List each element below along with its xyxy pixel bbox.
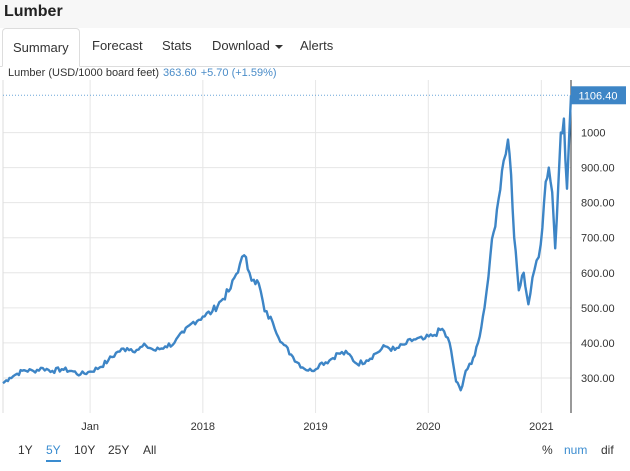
tab-summary[interactable]: Summary xyxy=(2,28,80,67)
x-tick-label: 2018 xyxy=(191,421,215,433)
series-line xyxy=(2,95,573,392)
last-value-label: 1106.40 xyxy=(579,90,618,102)
mode-num-button[interactable]: num xyxy=(564,443,588,457)
tab-download[interactable]: Download xyxy=(212,38,283,53)
quote-price: 363.60 xyxy=(163,67,197,79)
tab-alerts-label: Alerts xyxy=(300,38,334,53)
price-chart: 300.00 400.00 500.00 600.00 700.00 800.00 900.… xyxy=(2,80,626,433)
tab-alerts[interactable]: Alerts xyxy=(300,38,333,53)
tab-bar: Summary Forecast Stats Download Alerts xyxy=(0,28,630,67)
y-tick-label: 500.00 xyxy=(581,303,615,315)
quote-label: Lumber (USD/1000 board feet) xyxy=(8,67,160,79)
quote-change: +5.70 (+1.59%) xyxy=(200,67,277,79)
y-tick-label: 800.00 xyxy=(581,198,615,210)
tab-download-label: Download xyxy=(212,38,270,53)
y-tick-label: 1000 xyxy=(581,128,605,140)
y-tick-label: 700.00 xyxy=(581,233,615,245)
quote-line: Lumber (USD/1000 board feet) 363.60 +5.70 … xyxy=(8,67,277,79)
tab-forecast[interactable]: Forecast xyxy=(92,38,143,53)
page-title: Lumber xyxy=(4,3,63,20)
y-tick-label: 900.00 xyxy=(581,163,615,175)
x-tick-label: 2020 xyxy=(416,421,440,433)
tab-forecast-label: Forecast xyxy=(92,38,143,53)
x-tick-label: 2021 xyxy=(529,421,553,433)
mode-percent-button[interactable]: % xyxy=(542,443,553,457)
chevron-down-icon xyxy=(274,44,283,49)
x-tick-label: 2019 xyxy=(303,421,327,433)
tab-summary-label: Summary xyxy=(13,40,69,55)
mode-dif-button[interactable]: dif xyxy=(601,443,614,457)
tab-stats[interactable]: Stats xyxy=(162,38,192,53)
range-all-button[interactable]: All xyxy=(143,443,157,457)
range-25y-button[interactable]: 25Y xyxy=(108,443,130,457)
last-value-badge xyxy=(571,86,626,105)
range-5y-button[interactable]: 5Y xyxy=(46,443,61,462)
title-bar: Lumber xyxy=(0,0,630,28)
x-tick-label: Jan xyxy=(81,421,99,433)
range-10y-button[interactable]: 10Y xyxy=(74,443,96,457)
tab-stats-label: Stats xyxy=(162,38,192,53)
range-1y-button[interactable]: 1Y xyxy=(18,443,33,457)
y-tick-label: 400.00 xyxy=(581,338,615,350)
y-tick-label: 300.00 xyxy=(581,373,615,385)
y-tick-label: 600.00 xyxy=(581,268,615,280)
